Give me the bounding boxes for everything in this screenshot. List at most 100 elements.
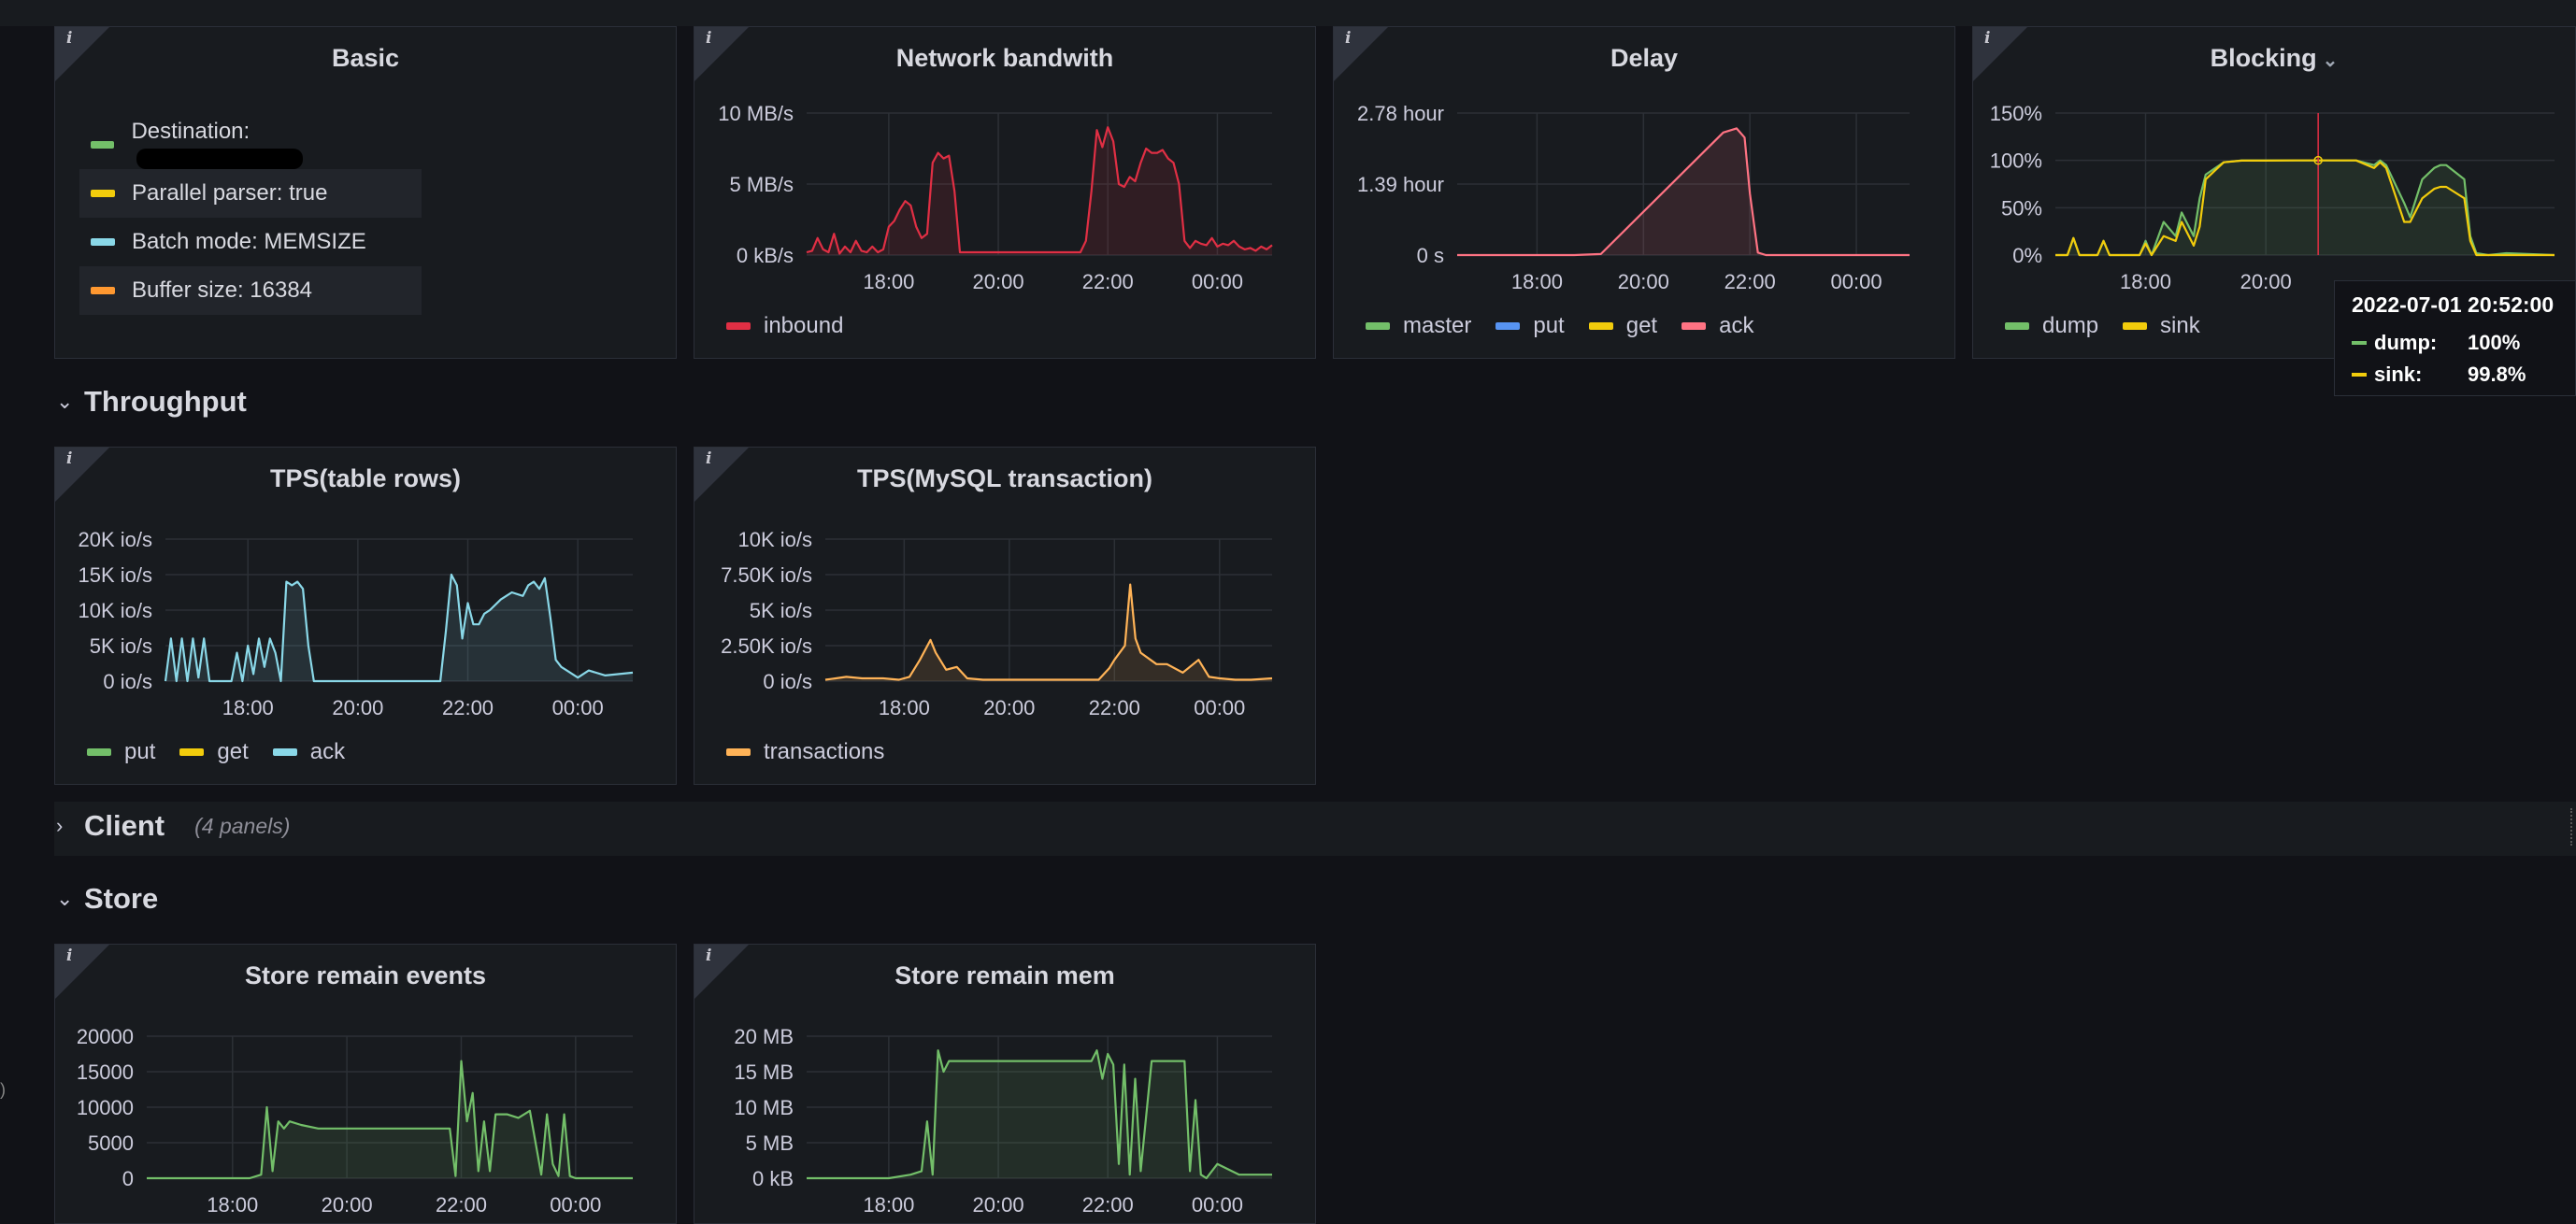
info-icon[interactable]: i [706,449,712,468]
legend-swatch [91,238,115,246]
x-tick-label: 00:00 [1192,1193,1243,1217]
y-tick-label: 15K io/s [79,563,153,587]
chevron-down-icon: ⌄ [56,887,74,910]
legend-swatch [91,287,115,294]
info-corner[interactable] [694,945,749,999]
legend-swatch [2123,322,2148,330]
x-tick-label: 00:00 [552,696,604,719]
panel-title[interactable]: TPS(table rows) [269,464,462,492]
y-tick-label: 10 MB/s [718,102,794,125]
legend-swatch [1496,322,1521,330]
legend-item-ack[interactable]: ack [1682,313,1753,339]
y-tick-label: 5K io/s [750,599,812,622]
panel-title[interactable]: Store remain events [244,961,487,989]
basic-item-destination: Destination: [79,119,422,169]
tps-mysql-chart[interactable]: 0 io/s 2.50K io/s 5K io/s 7.50K io/s 10K io/… [694,448,1316,785]
tooltip-label: sink: [2374,363,2423,386]
network-chart[interactable]: 0 kB/s 5 MB/s 10 MB/s 18:00 20:00 22:00 00:00 [694,27,1316,359]
row-throughput[interactable]: ⌄ Throughput [56,385,247,419]
info-corner[interactable] [694,27,749,81]
y-tick-label: 2.50K io/s [721,634,812,658]
tps-rows-chart[interactable]: 0 io/s 5K io/s 10K io/s 15K io/s 20K io/s 18:… [55,448,677,785]
x-tick-label: 22:00 [1724,270,1776,293]
series-area-events [147,1060,633,1178]
legend-swatch [91,190,115,197]
series-area-inbound [807,127,1272,255]
info-corner[interactable] [1334,27,1388,81]
chevron-right-icon: › [56,814,64,837]
y-tick-label: 50% [2001,196,2042,220]
legend-item-get[interactable]: get [1588,313,1657,339]
row-store[interactable]: ⌄ Store [56,882,158,916]
info-icon[interactable]: i [706,29,712,48]
y-tick-label: 10K io/s [79,599,153,622]
legend-item-master[interactable]: master [1366,313,1471,339]
chevron-down-icon: ⌄ [56,390,74,413]
basic-item-label: Parallel parser: true [132,180,328,206]
x-tick-label: 20:00 [2240,270,2292,293]
basic-item-parallel-parser: Parallel parser: true [79,169,422,218]
y-tick-label: 15000 [77,1060,134,1084]
legend-label: ack [1719,313,1754,338]
legend-item-put[interactable]: put [1496,313,1565,339]
info-icon[interactable]: i [1345,29,1352,48]
panel-title[interactable]: Blocking ⌄ [1973,44,2575,73]
legend-item-get[interactable]: get [179,739,249,765]
y-tick-label: 10 MB [734,1096,794,1119]
y-tick-label: 20 MB [734,1025,794,1048]
x-tick-label: 20:00 [332,696,383,719]
row-client-bar[interactable] [54,802,2576,856]
info-icon[interactable]: i [706,946,712,965]
info-corner[interactable] [55,27,109,81]
store-mem-chart[interactable]: 0 kB 5 MB 10 MB 15 MB 20 MB 18:00 20:00 22:00 00… [694,945,1316,1224]
x-tick-label: 00:00 [550,1193,601,1217]
legend: put get ack [87,739,345,765]
legend-swatch [91,141,115,149]
info-corner[interactable] [694,448,749,502]
info-icon[interactable]: i [66,449,73,468]
x-tick-label: 18:00 [1511,270,1563,293]
legend-label: put [1533,313,1565,338]
panel-title[interactable]: Store remain mem [894,961,1115,989]
delay-chart[interactable]: 0 s 1.39 hour 2.78 hour 18:00 20:00 22:00 00:0… [1334,27,1955,359]
panel-title[interactable]: TPS(MySQL transaction) [856,464,1153,492]
series-line-ack [1457,127,1910,257]
legend: transactions [726,739,884,765]
legend-swatch [1366,322,1390,330]
legend-item-sink[interactable]: sink [2123,313,2200,339]
x-tick-label: 18:00 [2120,270,2171,293]
info-icon[interactable]: i [66,29,73,48]
panel-title-text: Blocking [2210,44,2317,72]
y-tick-label: 0 io/s [103,670,152,693]
x-tick-label: 18:00 [207,1193,258,1217]
legend-item-transactions[interactable]: transactions [726,739,884,765]
x-tick-label: 22:00 [1082,270,1134,293]
series-line-transactions [824,583,1273,681]
info-icon[interactable]: i [1984,29,1991,48]
y-tick-label: 5 MB/s [730,173,794,196]
legend-item-ack[interactable]: ack [272,739,345,765]
info-corner[interactable] [1973,27,2027,81]
legend-item-inbound[interactable]: inbound [726,313,843,339]
drag-handle[interactable] [2570,808,2575,846]
legend-swatch [2005,322,2029,330]
blocking-chart[interactable]: 0% 50% 100% 150% 18:00 20:00 [1973,27,2576,359]
store-events-chart[interactable]: 0 5000 10000 15000 20000 18:00 20:00 22:00 00:00 [55,945,677,1224]
panel-title[interactable]: Network bandwith [895,44,1114,72]
info-corner[interactable] [55,448,109,502]
info-corner[interactable] [55,945,109,999]
y-tick-label: 20000 [77,1025,134,1048]
legend-item-dump[interactable]: dump [2005,313,2098,339]
panel-title[interactable]: Delay [1610,44,1679,72]
y-tick-label: 20K io/s [79,528,153,551]
x-tick-label: 22:00 [1082,1193,1134,1217]
hover-tooltip: 2022-07-01 20:52:00 dump: 100% sink: 99.… [2334,280,2576,396]
panel-title[interactable]: Basic [331,44,400,72]
chevron-down-icon[interactable]: ⌄ [2322,50,2339,71]
info-icon[interactable]: i [66,946,73,965]
legend-swatch [1588,322,1613,330]
legend-item-put[interactable]: put [87,739,155,765]
panel-store-remain-mem: i Store remain mem 0 kB 5 MB 10 MB 15 MB 20 … [694,944,1316,1224]
row-client[interactable]: › Client (4 panels) [56,809,290,843]
basic-item-label: Buffer size: 16384 [132,278,313,303]
